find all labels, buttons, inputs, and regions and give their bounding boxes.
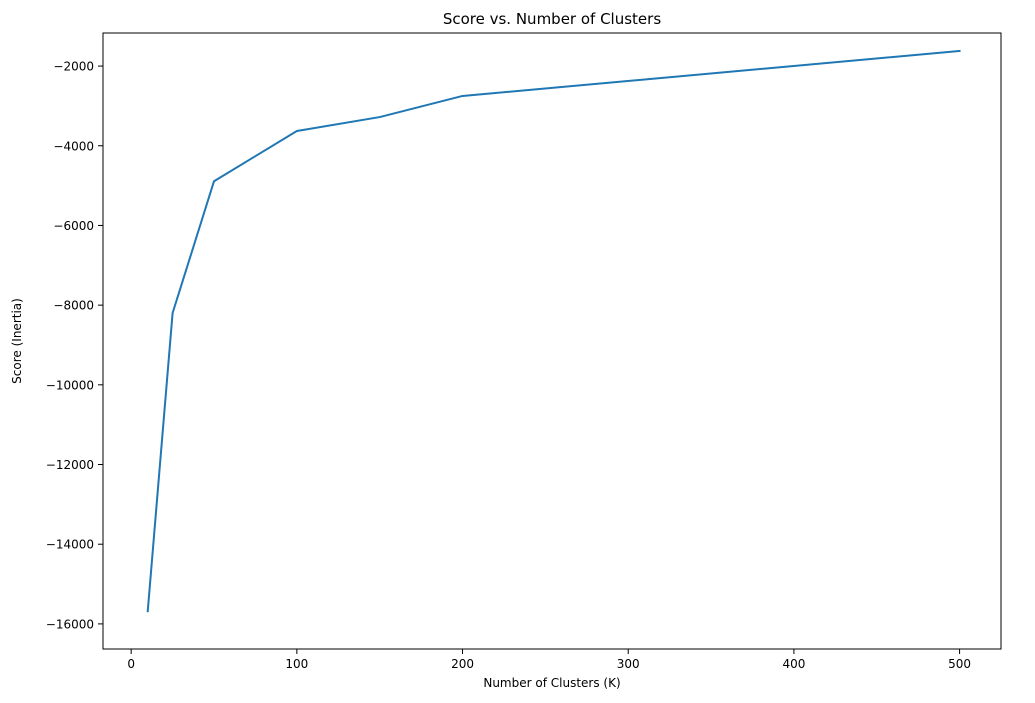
axes: 0 100 200 300 400 500 −16000 −14000 −12000 −10000… [46, 32, 1002, 671]
x-tick-label: 200 [451, 657, 474, 671]
x-tick-label: 300 [617, 657, 640, 671]
y-tick-label: −10000 [46, 378, 94, 392]
axes-frame [102, 32, 1002, 650]
plot-area [146, 49, 961, 613]
chart-title: Score vs. Number of Clusters [443, 10, 661, 28]
y-tick-label: −8000 [53, 299, 94, 313]
x-axis-label: Number of Clusters (K) [483, 676, 620, 690]
y-tick-label: −6000 [53, 219, 94, 233]
x-tick-label: 400 [782, 657, 805, 671]
x-tick-label: 0 [127, 657, 135, 671]
y-tick-label: −16000 [46, 617, 94, 631]
y-tick-label: −12000 [46, 458, 94, 472]
x-tick-label: 500 [948, 657, 971, 671]
y-tick-label: −14000 [46, 538, 94, 552]
series-line-0 [146, 49, 961, 613]
y-tick-label: −2000 [53, 60, 94, 74]
y-tick-label: −4000 [53, 139, 94, 153]
x-tick-label: 100 [285, 657, 308, 671]
y-axis-label: Score (Inertia) [10, 298, 24, 384]
